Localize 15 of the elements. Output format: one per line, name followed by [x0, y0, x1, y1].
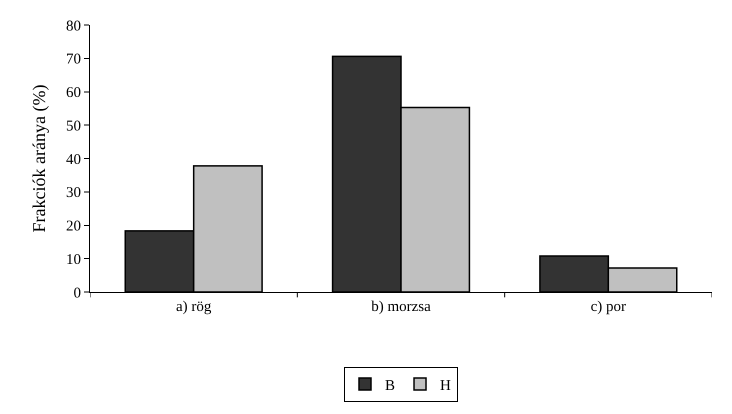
y-tick-label: 50 — [66, 118, 81, 134]
y-tick-label: 60 — [66, 85, 81, 101]
y-tick-label: 0 — [74, 285, 81, 302]
y-tick-label: 10 — [66, 252, 81, 268]
x-tick-label: b) morzsa — [371, 299, 432, 315]
y-tick-label: 40 — [66, 152, 81, 168]
legend-label: H — [440, 378, 452, 394]
y-tick-label: 30 — [66, 185, 81, 202]
x-tick-label: c) por — [590, 299, 626, 315]
y-tick-label: 20 — [66, 218, 81, 234]
legend-label: B — [385, 378, 396, 394]
y-tick-label: 70 — [66, 52, 81, 68]
y-tick-label: 80 — [66, 18, 81, 34]
y-axis-title: Frakciók aránya (%) — [29, 84, 50, 232]
x-tick-label: a) rög — [176, 299, 212, 315]
